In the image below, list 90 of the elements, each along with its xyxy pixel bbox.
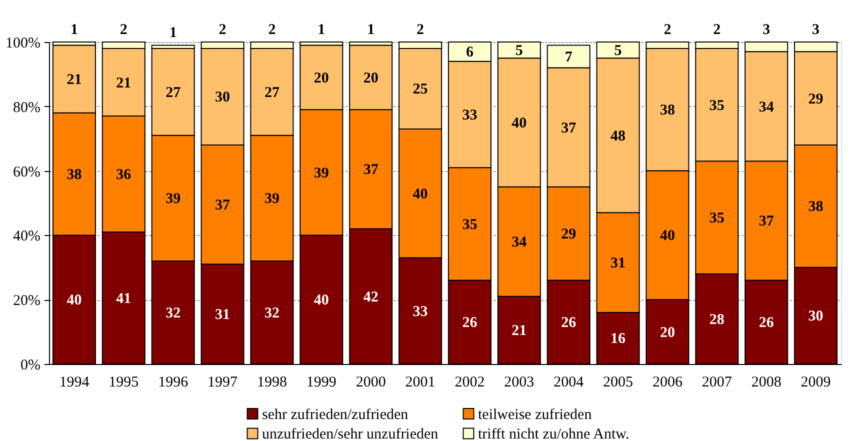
data-label: 20 xyxy=(363,70,378,86)
data-label: 39 xyxy=(264,191,280,208)
data-label: 27 xyxy=(166,84,182,101)
data-label: 33 xyxy=(462,107,478,124)
data-label: 40 xyxy=(660,228,675,244)
data-label: 26 xyxy=(462,315,478,332)
data-label: 37 xyxy=(561,120,577,136)
x-tick-label: 1996 xyxy=(158,374,189,390)
data-label: 31 xyxy=(215,307,230,324)
legend-label: sehr zufrieden/zufrieden xyxy=(262,406,409,423)
data-label: 1 xyxy=(169,25,177,42)
data-label: 5 xyxy=(614,43,622,60)
data-label: 1 xyxy=(70,22,78,38)
data-label: 32 xyxy=(166,305,181,322)
legend-label: teilweise zufrieden xyxy=(478,406,592,423)
data-label: 20 xyxy=(314,70,329,86)
x-tick-label: 1995 xyxy=(108,374,139,390)
data-label: 2 xyxy=(416,22,424,38)
x-tick-label: 1997 xyxy=(208,374,238,390)
y-tick-label: 40% xyxy=(13,228,40,245)
data-label: 29 xyxy=(561,226,576,243)
data-label: 35 xyxy=(462,216,478,233)
data-label: 27 xyxy=(264,84,280,101)
y-tick-label: 60% xyxy=(13,164,40,180)
data-label: 39 xyxy=(166,191,181,208)
data-label: 1 xyxy=(318,22,326,38)
data-label: 37 xyxy=(363,162,379,178)
data-label: 26 xyxy=(758,315,774,332)
data-label: 42 xyxy=(363,289,378,306)
data-label: 32 xyxy=(264,305,280,322)
data-label: 41 xyxy=(116,290,132,307)
data-label: 6 xyxy=(466,44,474,61)
data-label: 21 xyxy=(66,72,82,88)
x-tick-label: 2002 xyxy=(454,374,485,390)
data-label: 2 xyxy=(664,22,672,38)
data-label: 20 xyxy=(660,324,675,341)
data-label: 38 xyxy=(808,199,824,216)
data-label: 40 xyxy=(66,292,82,309)
data-label: 29 xyxy=(808,91,824,108)
data-label: 21 xyxy=(116,75,132,92)
data-label: 3 xyxy=(762,22,770,38)
y-tick-label: 20% xyxy=(13,293,40,310)
data-label: 21 xyxy=(512,323,527,340)
x-tick-label: 2001 xyxy=(405,374,436,390)
x-tick-label: 2009 xyxy=(800,374,831,390)
data-label: 40 xyxy=(314,292,329,309)
x-tick-label: 1999 xyxy=(306,374,336,390)
data-label: 1 xyxy=(367,22,375,38)
data-label: 25 xyxy=(412,82,428,98)
data-label: 31 xyxy=(610,256,626,272)
data-label: 40 xyxy=(412,186,428,202)
x-tick-label: 2000 xyxy=(356,374,386,390)
data-label: 40 xyxy=(512,116,527,132)
x-tick-label: 2008 xyxy=(751,374,782,390)
x-tick-label: 2003 xyxy=(504,374,534,390)
data-label: 2 xyxy=(120,22,128,38)
data-label: 35 xyxy=(709,98,724,114)
data-label: 28 xyxy=(709,312,724,328)
data-label: 16 xyxy=(610,331,626,348)
data-label: 39 xyxy=(314,165,329,182)
x-tick-label: 1998 xyxy=(256,374,287,390)
data-label: 36 xyxy=(116,167,132,184)
data-label: 2 xyxy=(268,22,276,38)
legend-label: unzufrieden/sehr unzufrieden xyxy=(262,426,439,441)
x-tick-label: 2006 xyxy=(652,374,683,390)
legend-label: trifft nicht zu/ohne Antw. xyxy=(478,426,630,441)
y-tick-label: 80% xyxy=(13,100,40,116)
x-tick-label: 2004 xyxy=(554,374,584,390)
data-label: 34 xyxy=(758,99,774,116)
data-label: 2 xyxy=(218,22,226,38)
data-label: 33 xyxy=(412,304,428,320)
x-tick-label: 1994 xyxy=(59,374,90,390)
data-label: 2 xyxy=(713,22,721,38)
data-label: 5 xyxy=(515,43,523,60)
data-label: 37 xyxy=(215,198,231,214)
x-tick-label: 2007 xyxy=(702,374,732,390)
data-label: 37 xyxy=(758,214,774,230)
data-label: 38 xyxy=(66,167,82,184)
data-label: 30 xyxy=(215,90,230,106)
y-tick-label: 100% xyxy=(6,36,40,52)
data-label: 7 xyxy=(564,49,573,66)
x-tick-label: 2005 xyxy=(603,374,634,390)
data-label: 3 xyxy=(812,22,820,38)
data-label: 30 xyxy=(808,308,824,325)
y-tick-label: 0% xyxy=(20,358,40,374)
data-label: 26 xyxy=(561,315,577,332)
data-label: 48 xyxy=(610,128,626,144)
data-label: 35 xyxy=(709,210,724,226)
data-label: 34 xyxy=(512,234,528,251)
data-label: 38 xyxy=(660,102,675,119)
